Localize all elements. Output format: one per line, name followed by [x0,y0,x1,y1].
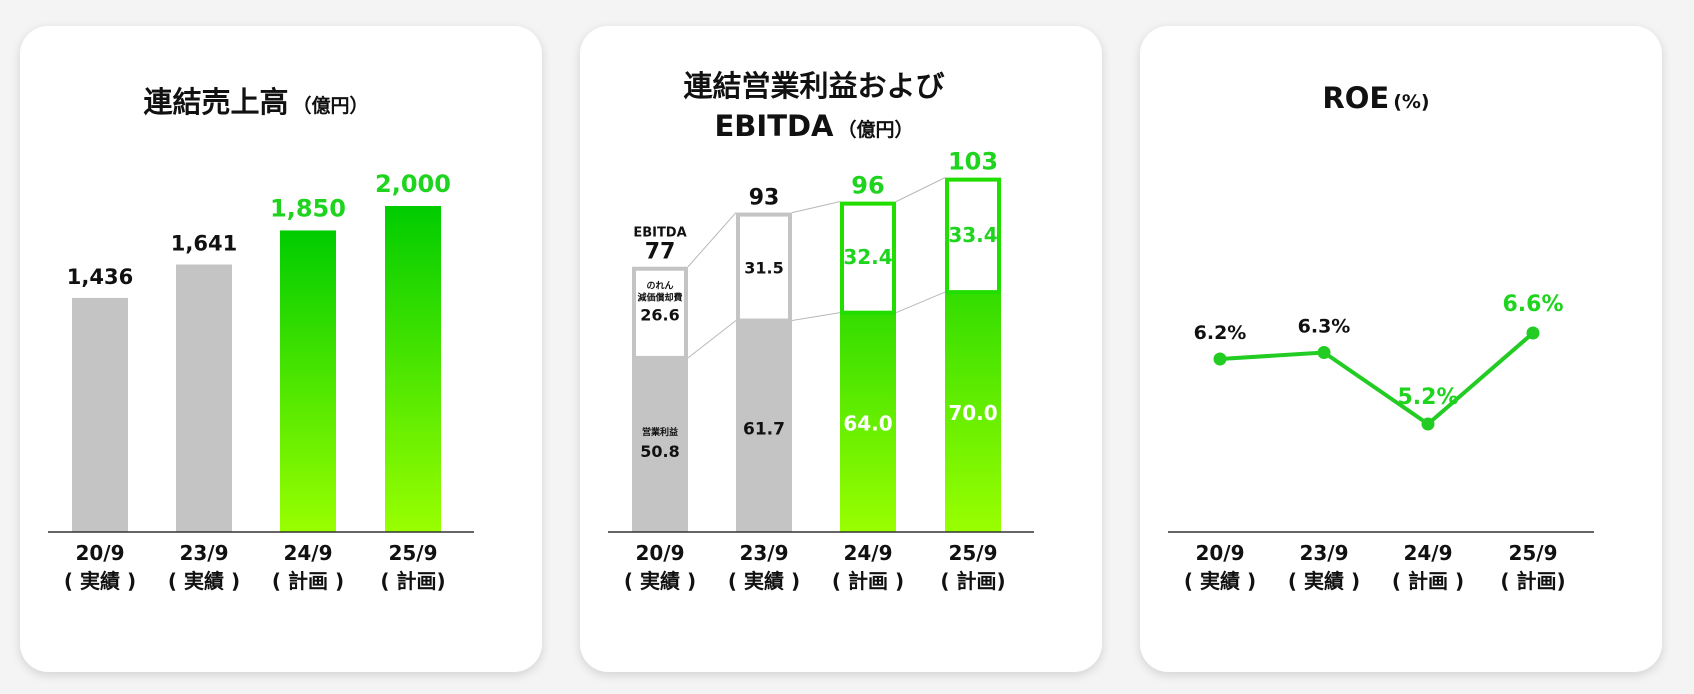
x-tick-label: 24/9 [843,541,892,565]
bar [72,297,128,532]
x-tick-label: 25/9 [948,541,997,565]
connector-line [895,291,946,314]
bar-value-label: 1,436 [67,265,133,289]
operating-profit-value: 64.0 [843,411,892,435]
bar-value-label: 1,850 [270,194,346,222]
x-tick-sublabel: ( 計画 ) [832,569,904,593]
roe-value-label: 5.2% [1397,385,1458,410]
roe-point [1213,352,1227,366]
goodwill-amortization-segment [840,201,896,315]
x-tick-sublabel: ( 計画) [1500,569,1565,593]
x-tick-label: 20/9 [1195,541,1244,565]
roe-chart: ROE (%) 6.2% 6.3% 5.2% 6.6% 20/9 ( 実績 ) 23/9 ( … [1168,81,1594,593]
operating-profit-segment [945,292,1001,532]
connector-line [687,212,737,268]
sales-chart-title: 連結売上高 （億円） [143,85,368,119]
x-tick-sublabel: ( 計画 ) [1392,569,1464,593]
roe-value-label: 6.3% [1298,316,1351,338]
operating-profit-segment [840,312,896,532]
ebitda-total: 93 [749,186,780,211]
ebitda-chart-title-line1: 連結営業利益および [683,69,944,103]
x-tick-sublabel: ( 実績 ) [168,569,240,593]
connector-line [791,312,841,322]
sales-chart: 連結売上高 （億円） 1,436 1,641 1,850 2,000 20/9 ( 実績 … [48,85,474,593]
goodwill-value: 33.4 [948,223,997,247]
goodwill-value: 31.5 [744,259,783,278]
ebitda-total: 103 [948,148,998,176]
ebitda-chart-title-line2: EBITDA （億円） [714,109,913,143]
x-tick-sublabel: ( 実績 ) [624,569,696,593]
series-label: のれん [646,281,673,292]
x-tick-sublabel: ( 計画) [940,569,1005,593]
ebitda-label: EBITDA [633,226,686,241]
x-tick-label: 20/9 [75,541,124,565]
bar-value-label: 1,641 [171,232,237,256]
x-tick-label: 24/9 [1403,541,1452,565]
operating-profit-value: 61.7 [743,419,785,439]
roe-point [1317,346,1331,359]
roe-point [1526,326,1540,340]
operating-profit-value: 70.0 [948,401,997,425]
operating-profit-segment [736,320,792,532]
x-tick-sublabel: ( 実績 ) [64,569,136,593]
roe-point [1421,417,1435,431]
x-tick-label: 23/9 [1299,541,1348,565]
roe-chart-card: ROE (%) 6.2% 6.3% 5.2% 6.6% 20/9 ( 実績 ) 23/9 ( … [1140,26,1662,672]
bar-value-label: 2,000 [375,170,451,198]
x-tick-sublabel: ( 実績 ) [728,569,800,593]
bar [176,264,232,532]
roe-value-label: 6.2% [1194,322,1247,344]
goodwill-amortization-segment [945,177,1001,295]
ebitda-total: 96 [851,172,884,200]
x-tick-sublabel: ( 計画) [380,569,445,593]
x-tick-label: 20/9 [635,541,684,565]
operating-profit-value: 50.8 [640,442,679,461]
x-tick-sublabel: ( 実績 ) [1184,569,1256,593]
connector-line [791,201,841,214]
bar [280,230,336,532]
sales-chart-card: 連結売上高 （億円） 1,436 1,641 1,850 2,000 20/9 ( 実績 … [20,26,542,672]
goodwill-amortization-segment [632,266,688,360]
roe-value-label: 6.6% [1502,292,1563,317]
connector-line [687,320,737,359]
goodwill-amortization-segment [736,212,792,323]
x-tick-sublabel: ( 計画 ) [272,569,344,593]
goodwill-value: 26.6 [640,306,679,325]
goodwill-value: 32.4 [843,245,892,269]
roe-chart-title: ROE (%) [1322,81,1429,115]
operating-profit-segment [632,357,688,532]
connector-line [895,177,946,203]
x-tick-label: 25/9 [388,541,437,565]
series-label: 減価償却費 [637,292,682,304]
series-label: 営業利益 [642,426,678,438]
ebitda-chart-card: 連結営業利益および EBITDA （億円） 営業利益 50.8 のれん 減価償却費 26.… [580,26,1102,672]
ebitda-total: 77 [645,240,676,265]
bar [385,206,441,532]
x-tick-label: 23/9 [179,541,228,565]
x-tick-label: 23/9 [739,541,788,565]
x-tick-label: 24/9 [283,541,332,565]
roe-series-line [1219,331,1535,427]
x-tick-sublabel: ( 実績 ) [1288,569,1360,593]
x-tick-label: 25/9 [1508,541,1557,565]
